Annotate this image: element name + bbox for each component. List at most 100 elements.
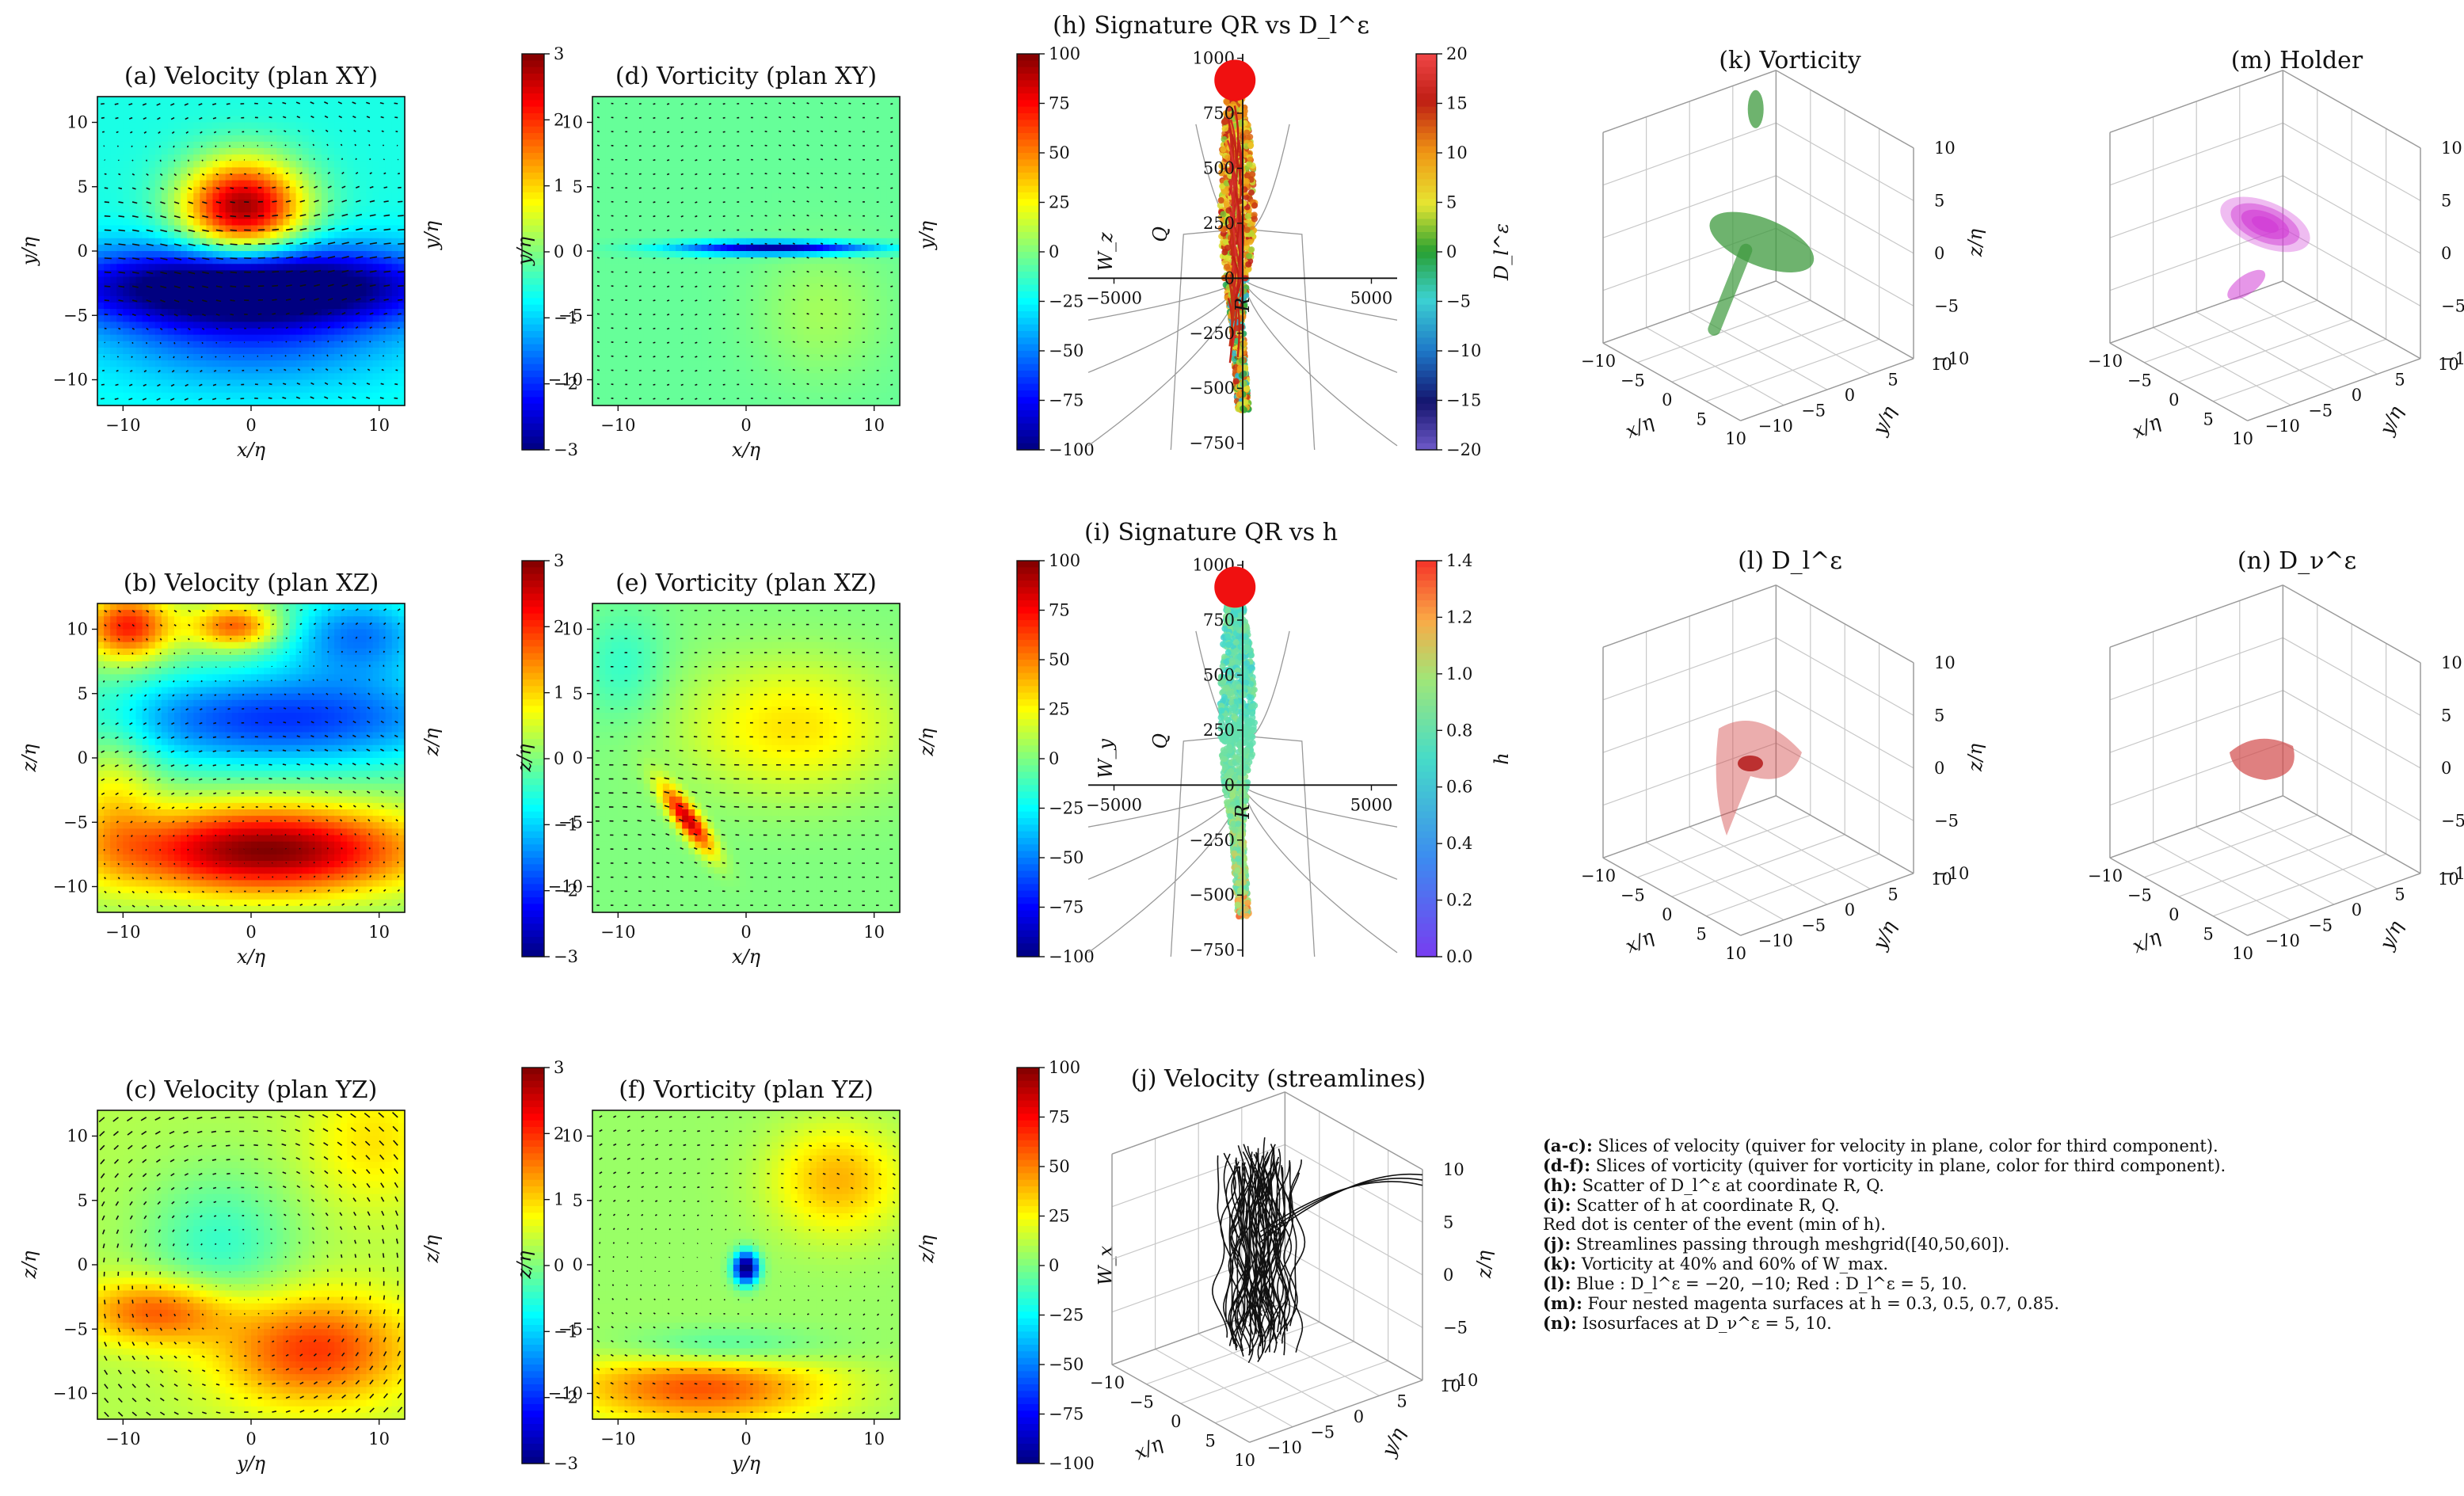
heatmap-cell (289, 219, 297, 226)
heatmap-cell (391, 161, 399, 168)
heatmap-cell (752, 347, 760, 355)
heatmap-cell (347, 200, 354, 207)
heatmap-cell (174, 161, 181, 168)
heatmap-cell (688, 192, 695, 200)
heatmap-cell (353, 360, 361, 367)
heatmap-cell (855, 341, 863, 348)
heatmap-cell (225, 328, 233, 336)
heatmap-cell (836, 392, 843, 400)
heatmap-cell (142, 315, 150, 322)
heatmap-cell (707, 200, 715, 207)
heatmap-cell (181, 192, 188, 200)
heatmap-cell (270, 289, 277, 297)
heatmap-cell (161, 354, 169, 361)
heatmap-cell (809, 167, 817, 175)
heatmap-cell (251, 251, 258, 258)
heatmap-cell (366, 225, 374, 233)
heatmap-cell (676, 219, 683, 226)
heatmap-cell (308, 206, 316, 213)
heatmap-cell (110, 379, 117, 387)
heatmap-cell (391, 173, 399, 181)
quiver-arrow (327, 242, 336, 245)
heatmap-cell (167, 200, 175, 207)
heatmap-cell (110, 360, 117, 367)
heatmap-cell (720, 192, 728, 200)
heatmap-cell (714, 303, 722, 310)
heatmap-cell (206, 315, 214, 322)
heatmap-cell (605, 392, 612, 400)
quiver-arrow (314, 269, 322, 273)
heatmap-cell (592, 238, 600, 246)
heatmap-cell (110, 206, 117, 213)
heatmap-cell (726, 148, 734, 155)
heatmap-cell (695, 206, 703, 213)
heatmap-cell (682, 341, 689, 348)
heatmap-cell (193, 270, 200, 278)
heatmap-cell (142, 200, 150, 207)
heatmap-cell (257, 257, 265, 265)
heatmap-cell (110, 347, 117, 355)
heatmap-cell (353, 128, 361, 136)
heatmap-cell (784, 154, 792, 162)
heatmap-cell (142, 225, 150, 233)
heatmap-cell (97, 392, 105, 400)
heatmap-cell (618, 328, 626, 336)
heatmap-cell (656, 244, 664, 252)
heatmap-cell (643, 322, 651, 329)
heatmap-cell (302, 109, 310, 116)
heatmap-cell (116, 398, 124, 406)
heatmap-cell (200, 244, 208, 252)
heatmap-cell (264, 141, 271, 149)
heatmap-cell (676, 238, 683, 246)
quiver-arrow (202, 201, 208, 204)
heatmap-cell (662, 116, 670, 124)
heatmap-cell (733, 148, 741, 155)
heatmap-cell (181, 200, 188, 207)
quiver-arrow (230, 173, 233, 176)
heatmap-cell (592, 135, 600, 143)
heatmap-cell (231, 379, 239, 387)
heatmap-cell (726, 322, 734, 329)
heatmap-cell (656, 122, 664, 130)
heatmap-cell (174, 373, 181, 381)
heatmap-cell (270, 354, 277, 361)
heatmap-cell (720, 379, 728, 387)
heatmap-cell (784, 264, 792, 271)
heatmap-cell (733, 238, 741, 246)
heatmap-cell (174, 276, 181, 284)
heatmap-cell (135, 251, 143, 258)
quiver-arrow (272, 284, 279, 287)
heatmap-cell (771, 180, 779, 188)
heatmap-cell (682, 276, 689, 284)
heatmap-cell (289, 206, 297, 213)
heatmap-cell (341, 303, 348, 310)
heatmap-cell (353, 192, 361, 200)
heatmap-cell (225, 219, 233, 226)
heatmap-cell (264, 347, 271, 355)
heatmap-cell (225, 276, 233, 284)
heatmap-cell (116, 103, 124, 110)
heatmap-cell (110, 116, 117, 124)
heatmap-cell (385, 244, 393, 252)
heatmap-cell (212, 309, 220, 316)
heatmap-cell (308, 244, 316, 252)
quiver-arrow (383, 228, 391, 231)
colorbar-segment (522, 126, 544, 134)
heatmap-cell (289, 103, 297, 110)
heatmap-cell (714, 322, 722, 329)
heatmap-cell (701, 231, 709, 239)
colorbar-segment (522, 199, 544, 207)
heatmap-cell (257, 303, 265, 310)
heatmap-cell (861, 109, 869, 116)
heatmap-cell (823, 200, 830, 207)
heatmap-cell (637, 167, 645, 175)
quiver-arrow (227, 383, 230, 386)
heatmap-cell (726, 167, 734, 175)
heatmap-cell (341, 238, 348, 246)
heatmap-cell (270, 386, 277, 394)
heatmap-cell (341, 109, 348, 116)
heatmap-cell (264, 238, 271, 246)
heatmap-cell (823, 244, 830, 252)
heatmap-cell (321, 180, 329, 188)
heatmap-cell (733, 135, 741, 143)
